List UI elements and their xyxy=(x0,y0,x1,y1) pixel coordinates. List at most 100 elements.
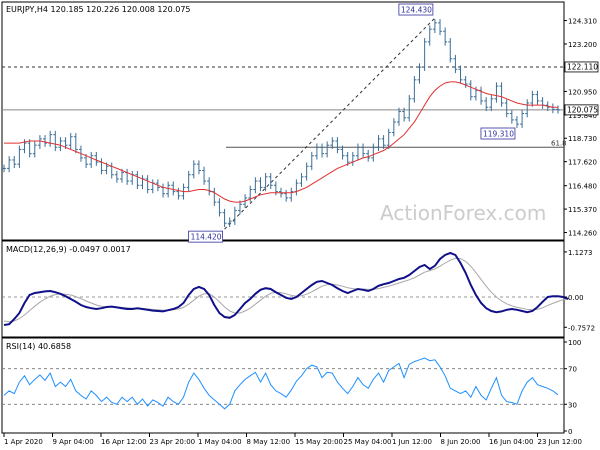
price-box-label: 114.420 xyxy=(188,230,223,243)
fib-618-label: 61.8 xyxy=(551,139,567,147)
candle xyxy=(43,135,48,147)
candle xyxy=(396,107,401,126)
candle xyxy=(371,143,376,162)
rsi-tick-label: 70 xyxy=(568,366,577,374)
candle xyxy=(232,206,237,225)
candle xyxy=(191,160,196,179)
candle xyxy=(145,175,150,194)
price-box xyxy=(480,127,516,140)
candle xyxy=(68,132,73,149)
macd-tick-label: 0.00 xyxy=(568,294,584,302)
candle xyxy=(366,149,371,162)
candle xyxy=(166,181,171,198)
price-panel-frame xyxy=(1,1,565,241)
candle xyxy=(453,54,458,74)
candle xyxy=(438,19,443,36)
candle xyxy=(386,128,391,149)
rsi-panel-frame xyxy=(1,337,565,434)
candle xyxy=(237,200,242,215)
price-tick-label: 123.200 xyxy=(568,41,597,49)
candle xyxy=(304,162,309,181)
price-tick-label: 119.840 xyxy=(568,112,597,120)
price-box-label: 119.310 xyxy=(480,127,516,140)
candle xyxy=(448,38,453,63)
candle xyxy=(284,189,289,202)
time-tick-label: 23 Apr 20:00 xyxy=(150,438,196,446)
rsi-axis: 100 70 30 0 xyxy=(564,339,581,436)
candle xyxy=(268,173,273,190)
candle xyxy=(263,173,268,192)
time-tick-label: 16 Jun 04:00 xyxy=(489,438,533,446)
candle xyxy=(509,109,514,124)
price-box-text: 119.310 xyxy=(483,130,514,139)
candle xyxy=(407,95,412,122)
candle xyxy=(202,166,207,185)
time-tick-label: 25 May 04:00 xyxy=(344,438,392,446)
candle xyxy=(340,145,345,160)
candle xyxy=(253,177,258,194)
macd-tick-label: -0.7572 xyxy=(568,324,595,332)
macd-signal-line xyxy=(3,257,569,323)
candle xyxy=(355,143,360,160)
candle xyxy=(530,90,535,107)
time-tick-label: 8 May 12:00 xyxy=(247,438,291,446)
candle xyxy=(53,130,58,152)
rsi-tick-label: 30 xyxy=(568,401,577,409)
candle xyxy=(309,151,314,171)
candle xyxy=(525,99,530,118)
candle xyxy=(361,143,366,158)
macd-panel-frame xyxy=(1,240,565,338)
trend-projection-line xyxy=(224,17,436,230)
candle xyxy=(135,170,140,190)
candle xyxy=(412,76,417,103)
candle xyxy=(58,137,63,152)
candle xyxy=(458,65,463,84)
moving-average-line xyxy=(4,81,558,203)
candle xyxy=(391,118,396,137)
candle xyxy=(335,137,340,154)
time-tick-label: 8 Jun 20:00 xyxy=(441,438,481,446)
candle xyxy=(171,181,176,196)
box-labels-layer: 124.430 114.420 119.310 xyxy=(188,3,516,243)
macd-panel-title: MACD(12,26,9) -0.0497 0.0017 xyxy=(6,245,131,254)
candle xyxy=(119,168,124,183)
time-tick-label: 16 Apr 12:00 xyxy=(101,438,147,446)
candle xyxy=(289,187,294,202)
candle xyxy=(422,38,427,71)
time-tick-label: 1 Apr 2020 xyxy=(4,438,43,446)
time-tick-label: 15 May 20:00 xyxy=(295,438,343,446)
candle xyxy=(345,151,350,166)
candle xyxy=(89,151,94,168)
price-box xyxy=(188,230,223,243)
rsi-tick-label: 0 xyxy=(568,428,572,436)
candle xyxy=(535,90,540,105)
watermark: ActionForex.com xyxy=(380,201,546,225)
candle xyxy=(432,19,437,33)
price-box-label: 124.430 xyxy=(398,3,434,16)
candle xyxy=(325,141,330,158)
current-price-box xyxy=(564,104,599,116)
candle xyxy=(196,160,201,175)
candle xyxy=(84,154,89,168)
candle xyxy=(186,170,191,192)
candle xyxy=(494,82,499,103)
candle xyxy=(217,198,222,217)
candle xyxy=(27,139,32,158)
candle xyxy=(37,135,42,149)
candle xyxy=(443,27,448,46)
price-tick-label: 114.260 xyxy=(568,230,597,238)
candle xyxy=(427,25,432,46)
price-tick-label: 117.620 xyxy=(568,159,597,167)
macd-line xyxy=(3,251,569,326)
time-tick-label: 1 Jun 12:00 xyxy=(392,438,432,446)
time-tick-label: 1 May 04:00 xyxy=(198,438,242,446)
candle xyxy=(73,132,78,154)
candle xyxy=(314,143,319,160)
rsi-tick-label: 100 xyxy=(568,339,581,347)
candle xyxy=(484,97,489,112)
candle xyxy=(320,143,325,158)
price-panel-title: EURJPY,H4 120.185 120.226 120.008 120.07… xyxy=(6,5,191,14)
time-tick-label: 23 Jun 12:00 xyxy=(538,438,582,446)
price-tick-label: 120.950 xyxy=(568,88,597,96)
